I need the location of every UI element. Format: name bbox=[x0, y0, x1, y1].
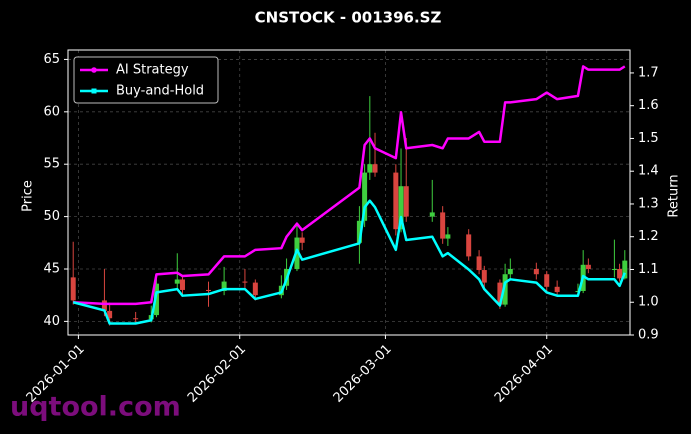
candle-body bbox=[206, 289, 211, 291]
y-tick-label: 55 bbox=[43, 157, 60, 172]
candle-body bbox=[299, 237, 305, 243]
candle-body bbox=[70, 277, 76, 301]
y-tick-label: 60 bbox=[43, 104, 60, 119]
y-axis-label: Price bbox=[21, 180, 36, 212]
candle-body bbox=[481, 270, 487, 283]
candle-body bbox=[101, 300, 107, 311]
y2-axis-label: Return bbox=[667, 174, 682, 217]
y-tick-label: 40 bbox=[43, 314, 60, 329]
candle-body bbox=[445, 234, 451, 239]
candle-body bbox=[107, 310, 113, 319]
candle-body bbox=[356, 220, 362, 243]
candle-body bbox=[393, 172, 399, 230]
candle-body bbox=[466, 234, 472, 257]
candle-body bbox=[403, 186, 409, 217]
candle-body bbox=[174, 279, 180, 284]
chart-title: CNSTOCK - 001396.SZ bbox=[255, 9, 442, 27]
watermark: uqtool.com bbox=[10, 392, 181, 423]
y2-tick-label: 1.1 bbox=[638, 262, 659, 277]
legend-marker bbox=[91, 67, 97, 73]
plot bbox=[70, 65, 628, 326]
y2-tick-label: 1.2 bbox=[638, 229, 659, 244]
candle-body bbox=[585, 264, 591, 269]
candle-body bbox=[622, 260, 628, 279]
plot-frame bbox=[67, 49, 631, 336]
candle-body bbox=[502, 274, 508, 305]
candle-body bbox=[179, 279, 185, 290]
y2-tick-label: 1.4 bbox=[638, 164, 659, 179]
y2-tick-label: 1.6 bbox=[638, 98, 659, 113]
candle-body bbox=[507, 268, 513, 275]
candle-body bbox=[153, 283, 159, 316]
line-series bbox=[72, 199, 626, 325]
legend-label: Buy-and-Hold bbox=[116, 84, 204, 99]
candle-body bbox=[398, 186, 404, 230]
candle-body bbox=[544, 274, 550, 287]
line-series bbox=[73, 65, 626, 306]
candle-body bbox=[362, 172, 368, 221]
x-tick-label: 2026-04-01 bbox=[492, 342, 556, 406]
y2-tick-label: 1.0 bbox=[638, 295, 659, 310]
candle-body bbox=[367, 164, 373, 173]
candle-body bbox=[497, 282, 503, 305]
legend-box bbox=[73, 56, 219, 104]
candle-body bbox=[372, 164, 378, 173]
x-tick-label: 2026-02-01 bbox=[185, 342, 249, 406]
candle-body bbox=[221, 281, 227, 291]
y2-tick-label: 1.5 bbox=[638, 131, 659, 146]
y-tick-label: 50 bbox=[43, 209, 60, 224]
candle-body bbox=[617, 268, 623, 279]
y2-tick-label: 1.7 bbox=[638, 65, 659, 80]
candle-body bbox=[133, 318, 139, 320]
y-tick-label: 65 bbox=[43, 52, 60, 67]
candle-body bbox=[533, 268, 539, 275]
candle-body bbox=[476, 256, 482, 271]
candle-body bbox=[440, 212, 446, 239]
x-tick-label: 2026-03-01 bbox=[331, 342, 395, 406]
y2-tick-label: 0.9 bbox=[638, 328, 659, 343]
candle-body bbox=[252, 282, 258, 296]
candle-body bbox=[611, 268, 617, 270]
candle-body bbox=[242, 281, 248, 283]
legend-marker bbox=[91, 88, 97, 94]
y-tick-label: 45 bbox=[43, 261, 60, 276]
legend-label: AI Strategy bbox=[116, 63, 189, 78]
candle-body bbox=[429, 212, 435, 217]
y2-tick-label: 1.3 bbox=[638, 196, 659, 211]
candle-body bbox=[554, 286, 560, 293]
